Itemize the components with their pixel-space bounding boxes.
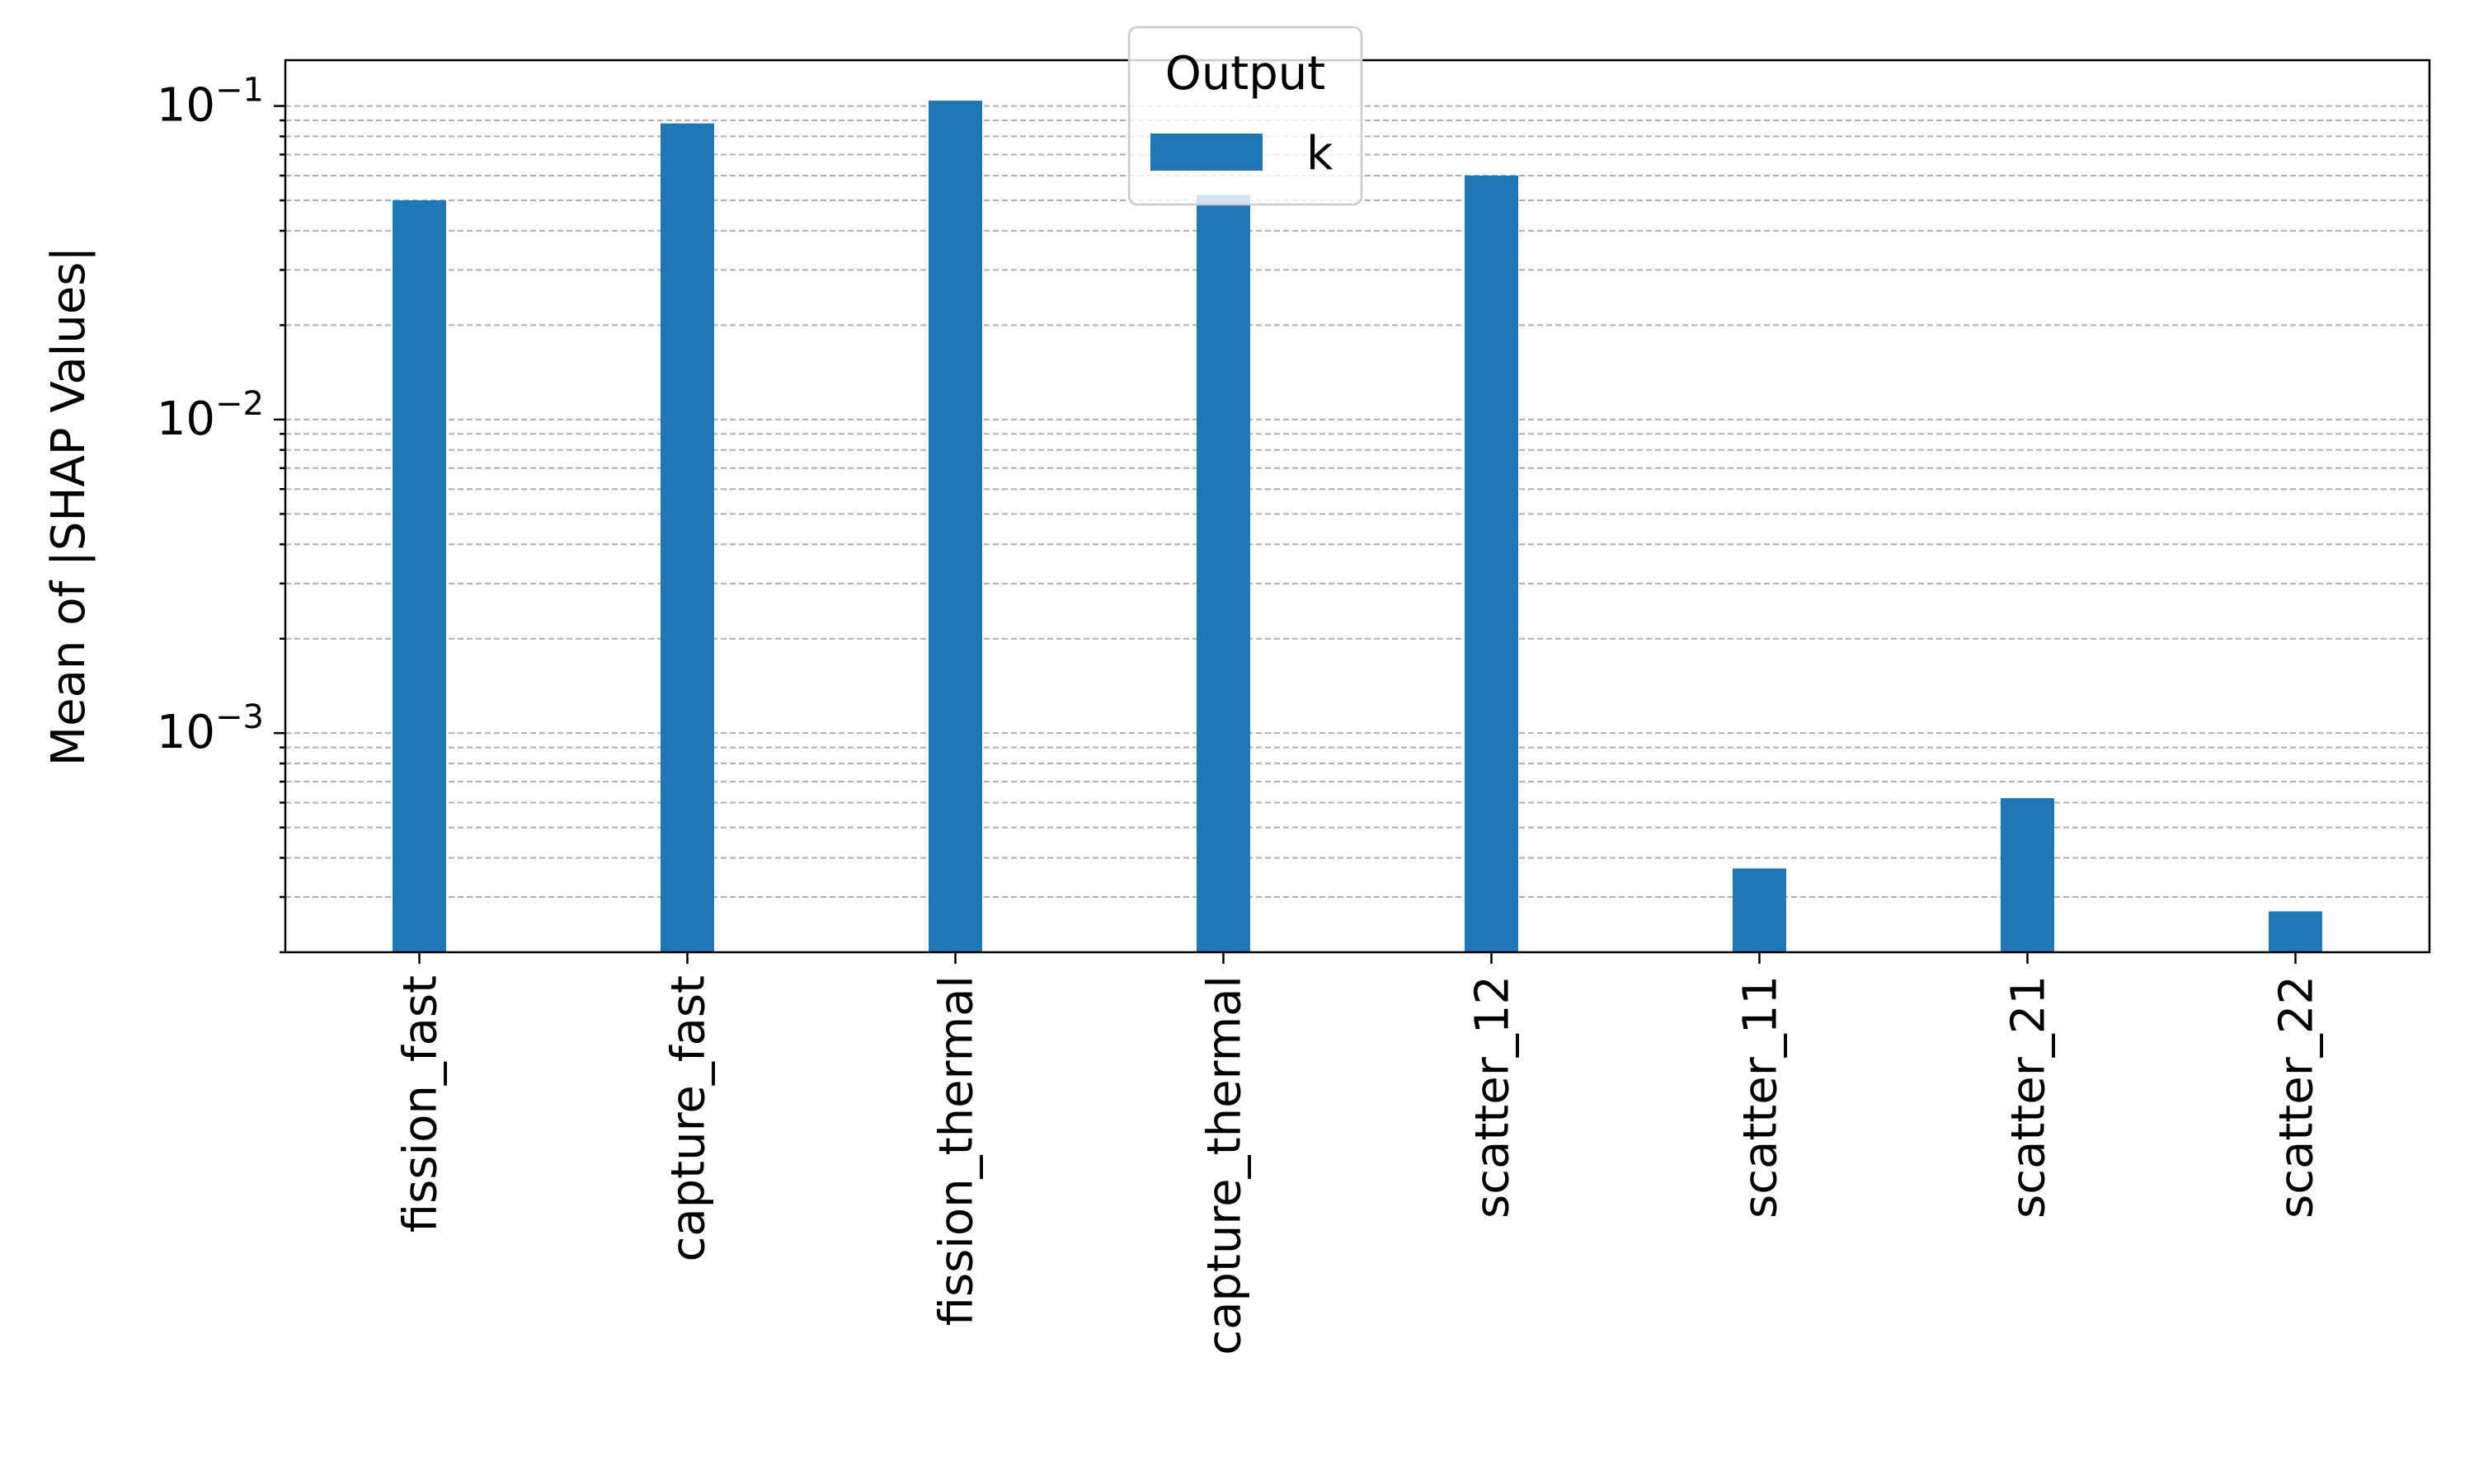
y-axis-ticks: 10−3 10−2 10−1 xyxy=(157,72,285,954)
legend-label: k xyxy=(1306,127,1333,181)
bar-scatter_22 xyxy=(2269,911,2322,952)
y-tick-label: 10−1 xyxy=(157,72,264,133)
x-tick-label: capture_thermal xyxy=(1198,975,1252,1355)
y-axis-label: Mean of |SHAP Values| xyxy=(42,247,96,766)
y-tick-label: 10−2 xyxy=(157,385,264,446)
bar-fission_thermal xyxy=(929,101,982,953)
bar-fission_fast xyxy=(393,200,446,952)
x-tick-label: fission_thermal xyxy=(930,975,984,1326)
legend-swatch xyxy=(1150,134,1263,171)
x-tick-label: scatter_11 xyxy=(1734,975,1788,1219)
x-tick-label: scatter_22 xyxy=(2270,975,2324,1219)
x-tick-label: fission_fast xyxy=(394,975,448,1233)
grid-lines xyxy=(285,105,2429,953)
legend-title: Output xyxy=(1165,47,1326,101)
bar-scatter_11 xyxy=(1733,868,1786,952)
legend: Output k xyxy=(1127,26,1363,206)
x-tick-label: capture_fast xyxy=(662,975,716,1262)
bar-capture_thermal xyxy=(1197,195,1250,952)
bar-scatter_12 xyxy=(1465,175,1518,953)
bar-scatter_21 xyxy=(2001,798,2054,952)
x-tick-label: scatter_12 xyxy=(1466,975,1520,1219)
bars xyxy=(393,101,2322,953)
x-axis-ticks: fission_fast capture_fast fission_thermal c… xyxy=(394,952,2324,1355)
x-tick-label: scatter_21 xyxy=(2002,975,2056,1219)
bar-capture_fast xyxy=(661,123,714,952)
y-tick-label: 10−3 xyxy=(157,698,264,759)
